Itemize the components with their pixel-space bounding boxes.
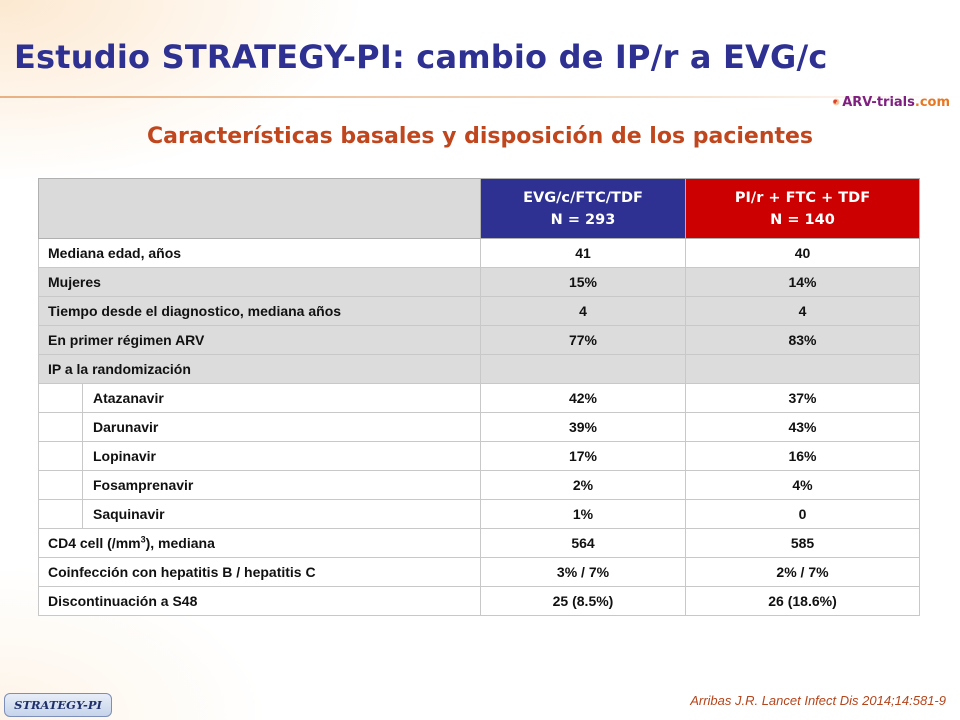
row-value-evg: 2% [480, 470, 686, 500]
row-value-pir: 26 (18.6%) [685, 586, 920, 616]
table-row-lopinavir: Lopinavir 17% 16% [38, 441, 920, 471]
row-value-evg: 42% [480, 383, 686, 413]
header-pir-arm: PI/r + FTC + TDF N = 140 [685, 178, 920, 239]
slide-title: Estudio STRATEGY-PI: cambio de IP/r a EV… [14, 38, 828, 76]
row-value-evg: 25 (8.5%) [480, 586, 686, 616]
cd4-label-pre: CD4 cell (/mm [48, 535, 141, 551]
row-value-pir: 40 [685, 238, 920, 268]
row-label: En primer régimen ARV [38, 325, 481, 355]
baseline-characteristics-table: EVG/c/FTC/TDF N = 293 PI/r + FTC + TDF N… [38, 178, 920, 616]
citation: Arribas J.R. Lancet Infect Dis 2014;14:5… [690, 693, 946, 708]
row-value-evg: 1% [480, 499, 686, 529]
row-label: Mediana edad, años [38, 238, 481, 268]
row-value-pir [685, 354, 920, 384]
row-value-pir: 4 [685, 296, 920, 326]
table-row-women: Mujeres 15% 14% [38, 267, 920, 297]
row-value-evg: 39% [480, 412, 686, 442]
arv-trials-logo: ARV-trials.com [832, 90, 950, 114]
row-value-pir: 585 [685, 528, 920, 558]
header-evg-line2: N = 293 [550, 211, 616, 228]
row-value-pir: 14% [685, 267, 920, 297]
logo-text-part2: trials [876, 94, 915, 110]
row-value-evg: 77% [480, 325, 686, 355]
row-value-evg: 4 [480, 296, 686, 326]
slide-subtitle: Características basales y disposición de… [146, 124, 814, 149]
row-value-pir: 83% [685, 325, 920, 355]
row-value-pir: 4% [685, 470, 920, 500]
row-label: IP a la randomización [38, 354, 481, 384]
row-value-pir: 37% [685, 383, 920, 413]
table-row-cd4: CD4 cell (/mm3), mediana 564 585 [38, 528, 920, 558]
header-pir-line1: PI/r + FTC + TDF [734, 189, 871, 206]
row-label: Discontinuación a S48 [38, 586, 481, 616]
table-row-time-since-diagnosis: Tiempo desde el diagnostico, mediana año… [38, 296, 920, 326]
header-evg-arm: EVG/c/FTC/TDF N = 293 [480, 178, 686, 239]
row-value-evg: 3% / 7% [480, 557, 686, 587]
row-label: Coinfección con hepatitis B / hepatitis … [38, 557, 481, 587]
study-badge: STRATEGY-PI [4, 693, 112, 717]
row-value-evg [480, 354, 686, 384]
row-value-evg: 564 [480, 528, 686, 558]
logo-swirl-icon [832, 98, 840, 106]
table-row-darunavir: Darunavir 39% 43% [38, 412, 920, 442]
cd4-label-superscript: 3 [140, 534, 146, 545]
table-row-first-arv-regimen: En primer régimen ARV 77% 83% [38, 325, 920, 355]
header-empty-cell [38, 178, 481, 239]
indent-cell [38, 412, 83, 442]
logo-text: ARV-trials.com [842, 95, 950, 110]
indent-cell [38, 470, 83, 500]
row-value-evg: 41 [480, 238, 686, 268]
logo-text-part3: .com [914, 94, 950, 110]
header-pir-line2: N = 140 [770, 211, 835, 228]
table-row-pi-at-randomization: IP a la randomización [38, 354, 920, 384]
table-row-atazanavir: Atazanavir 42% 37% [38, 383, 920, 413]
table-row-hepatitis-coinfection: Coinfección con hepatitis B / hepatitis … [38, 557, 920, 587]
logo-text-part1: ARV- [842, 94, 877, 110]
table-row-saquinavir: Saquinavir 1% 0 [38, 499, 920, 529]
row-label: Tiempo desde el diagnostico, mediana año… [38, 296, 481, 326]
row-label: Fosamprenavir [82, 470, 481, 500]
indent-cell [38, 441, 83, 471]
row-value-pir: 16% [685, 441, 920, 471]
indent-cell [38, 383, 83, 413]
row-value-evg: 17% [480, 441, 686, 471]
row-value-evg: 15% [480, 267, 686, 297]
row-value-pir: 0 [685, 499, 920, 529]
row-label: Atazanavir [82, 383, 481, 413]
indent-cell [38, 499, 83, 529]
row-label: Lopinavir [82, 441, 481, 471]
row-label: Saquinavir [82, 499, 481, 529]
header-evg-line1: EVG/c/FTC/TDF [523, 189, 643, 206]
table-header-row: EVG/c/FTC/TDF N = 293 PI/r + FTC + TDF N… [38, 178, 920, 239]
row-value-pir: 2% / 7% [685, 557, 920, 587]
table-row-age: Mediana edad, años 41 40 [38, 238, 920, 268]
table-row-discontinuation: Discontinuación a S48 25 (8.5%) 26 (18.6… [38, 586, 920, 616]
row-label: CD4 cell (/mm3), mediana [38, 528, 481, 558]
row-label: Mujeres [38, 267, 481, 297]
row-label: Darunavir [82, 412, 481, 442]
table-row-fosamprenavir: Fosamprenavir 2% 4% [38, 470, 920, 500]
title-divider [0, 96, 960, 98]
cd4-label-post: ), mediana [145, 535, 215, 551]
row-value-pir: 43% [685, 412, 920, 442]
